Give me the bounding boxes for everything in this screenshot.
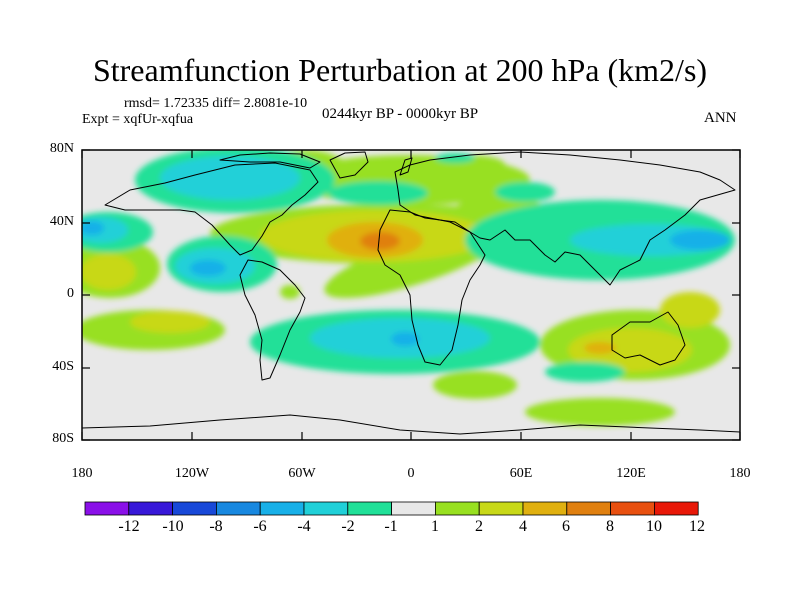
lon-label: 120E — [616, 466, 646, 481]
colorbar-label: 8 — [606, 518, 614, 535]
colorbar-box — [172, 501, 217, 516]
lon-label: 120W — [174, 466, 210, 481]
colorbar-label: -10 — [162, 518, 184, 535]
lat-label: 0 — [67, 286, 74, 301]
colorbar-label: 10 — [646, 518, 662, 535]
colorbar-box — [566, 501, 611, 516]
colorbar-label: 6 — [562, 518, 570, 535]
colorbar-box — [84, 501, 130, 516]
colorbar-box — [610, 501, 655, 516]
lon-label: 60W — [288, 466, 316, 481]
map-title: Streamfunction Perturbation at 200 hPa (… — [92, 52, 708, 88]
colorbar-label: -4 — [297, 518, 311, 535]
colorbar-box — [215, 501, 261, 516]
colorbar — [84, 501, 699, 516]
lon-label: 0 — [407, 466, 415, 481]
lat-label: 80N — [49, 141, 74, 156]
lon-label: 60E — [509, 466, 533, 481]
colorbar-box — [434, 501, 480, 516]
lon-label: 180 — [71, 466, 93, 481]
lat-label: 80S — [52, 431, 74, 446]
lat-label: 40S — [52, 359, 74, 374]
colorbar-box — [478, 501, 524, 516]
colorbar-label: 12 — [689, 518, 705, 535]
period-label: 0244kyr BP - 0000kyr BP — [322, 106, 479, 122]
axis-ticks — [81, 149, 741, 441]
colorbar-label: -2 — [341, 518, 355, 535]
colorbar-label: -6 — [253, 518, 267, 535]
colorbar-label: 4 — [519, 518, 527, 535]
experiment-label: Expt = xqfUr-xqfua — [82, 112, 194, 127]
lat-label: 40N — [49, 214, 74, 229]
colorbar-box — [347, 501, 392, 516]
colorbar-box — [522, 501, 568, 516]
stats-text: rmsd= 1.72335 diff= 2.8081e-10 — [124, 96, 308, 111]
colorbar-box — [303, 501, 349, 516]
colorbar-label: -1 — [384, 518, 398, 535]
colorbar-box — [654, 501, 699, 516]
lon-label: 180 — [729, 466, 751, 481]
colorbar-box — [259, 501, 305, 516]
coastlines — [82, 151, 740, 435]
colorbar-label: -8 — [209, 518, 223, 535]
colorbar-label: 2 — [475, 518, 483, 535]
colorbar-box — [391, 501, 436, 516]
season-label: ANN — [704, 110, 737, 126]
colorbar-box — [128, 501, 174, 516]
field-shading — [82, 150, 735, 426]
colorbar-label: 1 — [431, 518, 439, 535]
colorbar-label: -12 — [118, 518, 140, 535]
